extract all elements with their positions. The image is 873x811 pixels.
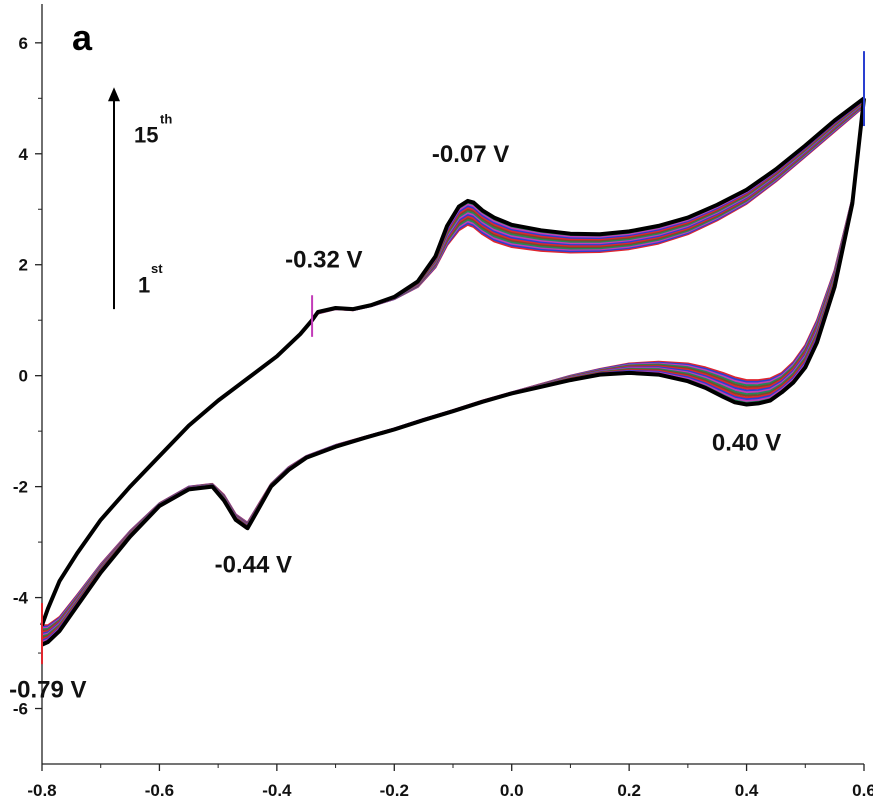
peak-label: -0.44 V (215, 552, 292, 579)
x-tick-label: 0.0 (500, 781, 524, 800)
cv-cathodic-cycle-9 (41, 101, 865, 638)
y-tick-label: -4 (13, 589, 29, 608)
cv-anodic-cycle-6 (41, 102, 865, 626)
x-tick-label: -0.8 (27, 781, 56, 800)
cv-cathodic-cycle-6 (41, 103, 865, 634)
y-tick-label: 4 (19, 145, 29, 164)
y-tick-label: -6 (13, 700, 28, 719)
y-tick-label: 0 (19, 367, 28, 386)
cv-anodic-cycle-1 (41, 105, 865, 626)
cv-anodic-cycle-9 (41, 101, 865, 626)
y-tick-label: 6 (19, 34, 28, 53)
peak-label: -0.07 V (432, 141, 509, 168)
cv-anodic-cycle-5 (41, 103, 865, 626)
cv-cathodic-cycle-10 (41, 101, 865, 639)
x-tick-label: -0.2 (380, 781, 409, 800)
cv-cathodic-cycle-11 (41, 100, 865, 641)
cv-cathodic-cycle-15 (41, 98, 866, 647)
panel-label: a (72, 17, 93, 58)
cycle-first-label: 1 (138, 272, 150, 297)
cv-cathodic-cycle-2 (41, 105, 865, 628)
cv-cathodic-cycle-1 (42, 106, 865, 627)
cv-cathodic-cycle-4 (41, 104, 865, 631)
cycle-first-suffix: st (151, 261, 163, 276)
x-tick-label: 0.2 (617, 781, 641, 800)
cv-anodic-cycle-2 (41, 105, 865, 626)
cv-anodic-cycle-11 (41, 99, 865, 626)
cv-anodic-cycle-15 (40, 96, 866, 626)
peak-label: -0.79 V (9, 676, 86, 703)
peak-label: 0.40 V (712, 430, 781, 457)
x-tick-label: 0.4 (735, 781, 759, 800)
x-tick-label: 0.6 (852, 781, 873, 800)
cv-cathodic-cycle-14 (41, 98, 865, 645)
cv-anodic-cycle-4 (41, 104, 865, 626)
y-tick-label: -2 (13, 478, 28, 497)
y-tick-label: 2 (19, 256, 28, 275)
x-tick-label: -0.4 (262, 781, 292, 800)
cv-anodic-cycle-12 (41, 99, 865, 626)
cv-anodic-cycle-14 (41, 98, 865, 626)
cv-anodic-cycle-7 (41, 102, 865, 626)
plot-axes: -0.8 -0.6 -0.4 -0.2 0.0 0.2 0.4 0.6 -6 -4 -2 0 2 4 6 (13, 4, 873, 800)
cv-cathodic-cycle-3 (41, 105, 865, 630)
peak-label: -0.32 V (285, 247, 362, 274)
cv-anodic-cycle-10 (41, 100, 865, 626)
cv-curves (40, 51, 866, 665)
cv-anodic-cycle-13 (41, 98, 865, 626)
cv-anodic-cycle-3 (41, 104, 865, 626)
cv-cathodic-cycle-5 (41, 104, 865, 632)
x-tick-label: -0.6 (145, 781, 174, 800)
cycle-arrow-head (108, 87, 120, 102)
cv-cathodic-cycle-12 (41, 99, 865, 642)
cv-cathodic-cycle-13 (41, 99, 865, 643)
cv-anodic-cycle-8 (41, 101, 865, 626)
cv-cathodic-cycle-7 (41, 102, 865, 635)
cycle-last-label: 15 (134, 123, 158, 148)
cv-cathodic-cycle-8 (41, 102, 865, 636)
cycle-last-suffix: th (160, 111, 172, 126)
